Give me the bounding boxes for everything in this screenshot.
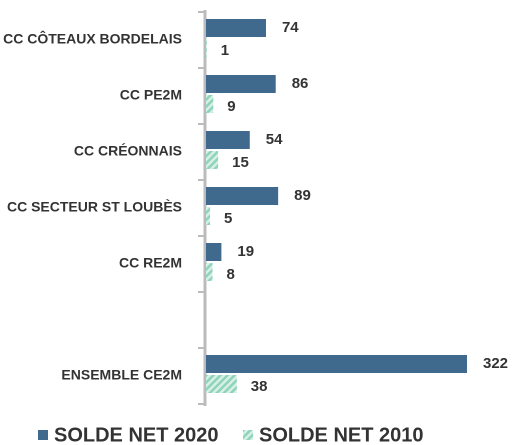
bar — [206, 75, 276, 93]
value-label: 38 — [251, 378, 268, 395]
value-label: 15 — [232, 154, 249, 171]
value-label: 19 — [237, 243, 254, 260]
value-label: 322 — [483, 355, 508, 372]
value-label: 5 — [224, 210, 232, 227]
legend-swatch — [243, 430, 253, 440]
value-label: 8 — [226, 266, 234, 283]
category-label: CC PE2M — [120, 87, 182, 103]
category-label: CC SECTEUR ST LOUBÈS — [7, 199, 182, 215]
bar — [206, 243, 222, 261]
bar — [206, 39, 207, 57]
bar — [206, 375, 237, 393]
bar — [206, 131, 250, 149]
bar — [206, 207, 211, 225]
legend-label: SOLDE NET 2010 — [259, 424, 424, 445]
bar — [206, 151, 219, 169]
category-label: CC CRÉONNAIS — [74, 143, 182, 159]
value-label: 74 — [282, 19, 299, 36]
bar — [206, 263, 213, 281]
legend-swatch — [38, 430, 48, 440]
category-label: CC CÔTEAUX BORDELAIS — [3, 30, 182, 47]
category-label: CC RE2M — [119, 255, 182, 271]
value-label: 9 — [227, 98, 235, 115]
value-label: 89 — [294, 187, 311, 204]
category-label: ENSEMBLE CE2M — [61, 367, 182, 383]
bar — [206, 19, 266, 37]
value-label: 54 — [266, 131, 283, 148]
bar — [206, 355, 467, 373]
legend-label: SOLDE NET 2020 — [54, 424, 219, 445]
bar — [206, 187, 279, 205]
bar — [206, 95, 214, 113]
value-label: 86 — [292, 75, 309, 92]
value-label: 1 — [221, 42, 229, 59]
